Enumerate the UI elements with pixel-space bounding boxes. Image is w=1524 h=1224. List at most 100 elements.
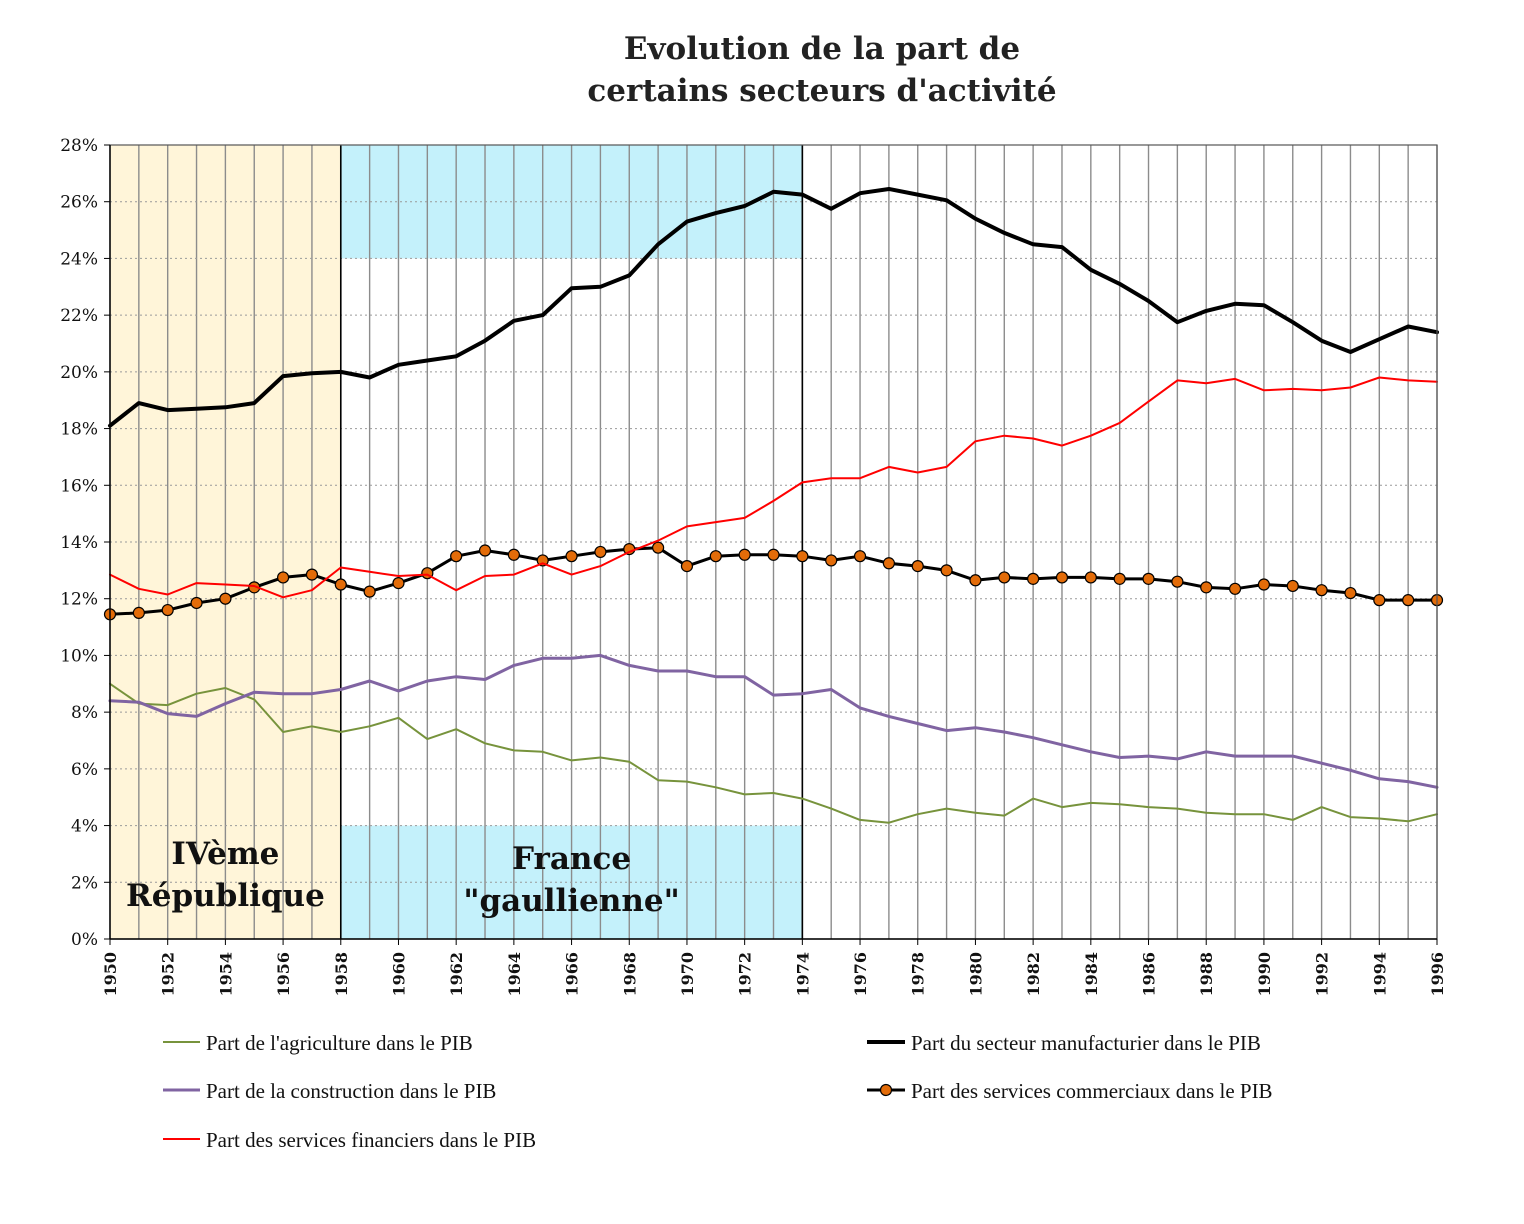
x-tick-label: 1952 [159,952,178,997]
legend-label-0: Part de l'agriculture dans le PIB [206,1031,473,1055]
data-point-marker [1257,578,1271,591]
data-point-marker [940,564,953,577]
data-point-marker [334,578,347,591]
data-point-marker [825,554,838,567]
data-point-marker [796,550,809,563]
x-tick-label: 1970 [678,952,697,997]
data-point-marker [911,560,924,573]
x-tick-label: 1992 [1313,952,1332,997]
x-tick-label: 1990 [1255,952,1274,997]
legend-marker [879,1083,893,1097]
series-line-1 [108,187,1439,428]
y-tick-label: 0% [71,930,98,950]
axes: 0% 2% 4% 6% 8% 10% 12% 14% 16% 18% 20% 22% 24% 26% 28%… [60,136,1447,997]
data-point-marker [680,560,694,573]
x-tick-label: 1956 [274,952,293,997]
data-point-marker [1171,575,1184,588]
data-point-marker [1027,572,1040,585]
y-tick-label: 10% [60,646,98,666]
x-tick-label: 1980 [966,952,985,997]
data-point-marker [1084,571,1097,584]
x-tick-label: 1996 [1428,952,1447,997]
x-tick-label: 1954 [216,952,235,997]
data-series [103,187,1444,824]
y-tick-label: 2% [71,873,98,893]
series-line-2 [108,653,1439,789]
x-tick-label: 1962 [447,952,466,997]
legend-label-1: Part du secteur manufacturier dans le PI… [911,1031,1261,1055]
y-tick-label: 8% [71,703,98,723]
data-point-marker [882,557,895,570]
y-tick-label: 12% [60,590,98,610]
period-label: "gaullienne" [463,883,679,919]
data-point-marker [392,577,405,590]
data-point-marker [1055,571,1069,584]
x-tick-label: 1974 [793,952,812,997]
y-tick-label: 18% [60,420,98,440]
data-point-marker [363,585,376,598]
series-line-4 [109,376,1438,599]
x-tick-label: 1964 [505,952,524,997]
y-tick-label: 16% [60,476,98,496]
data-point-marker [219,592,232,605]
data-point-marker [1402,594,1415,607]
y-tick-label: 4% [71,817,98,837]
x-tick-label: 1984 [1082,952,1101,997]
period-label: IVème [171,836,279,872]
y-tick-label: 6% [71,760,98,780]
x-tick-label: 1960 [389,952,408,997]
period-labels: IVème République France "gaullienne" [126,836,680,919]
x-tick-label: 1950 [101,952,120,997]
y-tick-label: 28% [60,136,98,156]
data-point-marker [450,550,463,563]
data-point-marker [969,574,982,587]
x-tick-label: 1968 [620,952,639,997]
x-tick-label: 1988 [1197,952,1216,997]
x-tick-label: 1994 [1370,952,1389,997]
data-point-marker [1142,572,1155,585]
data-point-marker [305,568,319,581]
x-tick-label: 1958 [332,952,351,997]
data-point-marker [1113,572,1126,585]
data-point-marker [1228,582,1242,595]
data-point-marker [1286,579,1299,593]
data-point-marker [132,606,145,619]
legend-label-2: Part de la construction dans le PIB [206,1079,496,1103]
data-point-marker [1344,586,1357,600]
legend: Part de l'agriculture dans le PIB Part du… [163,1031,1273,1152]
data-point-marker [853,550,867,563]
y-tick-label: 22% [60,306,98,326]
x-tick-label: 1982 [1024,952,1043,997]
x-tick-label: 1966 [563,952,582,997]
data-point-marker [161,603,174,617]
x-tick-label: 1972 [736,952,755,997]
y-tick-label: 24% [60,249,98,269]
data-point-marker [738,548,751,561]
data-point-marker [536,554,549,567]
legend-label-3: Part des services commerciaux dans le PI… [911,1079,1273,1103]
data-point-marker [565,550,578,563]
data-point-marker [478,544,492,557]
chart-title-line-2: certains secteurs d'activité [587,73,1056,109]
data-point-marker [594,545,607,559]
x-tick-label: 1986 [1140,952,1159,997]
legend-label-4: Part des services financiers dans le PIB [206,1128,536,1152]
chart-title-line-1: Evolution de la part de [624,31,1020,67]
y-tick-label: 26% [60,193,98,213]
x-tick-label: 1976 [851,952,870,997]
y-tick-label: 20% [60,363,98,383]
x-tick-label: 1978 [909,952,928,997]
period-label: France [512,841,631,877]
data-point-marker [767,548,780,561]
data-point-marker [276,571,290,584]
period-label: République [126,878,325,914]
data-point-marker [652,541,665,554]
data-point-marker [998,571,1011,584]
data-point-marker [709,550,722,563]
data-point-marker [1315,584,1328,597]
data-point-marker [190,596,203,610]
data-point-marker [507,548,520,561]
data-point-marker [1200,581,1213,594]
y-tick-label: 14% [60,533,98,553]
